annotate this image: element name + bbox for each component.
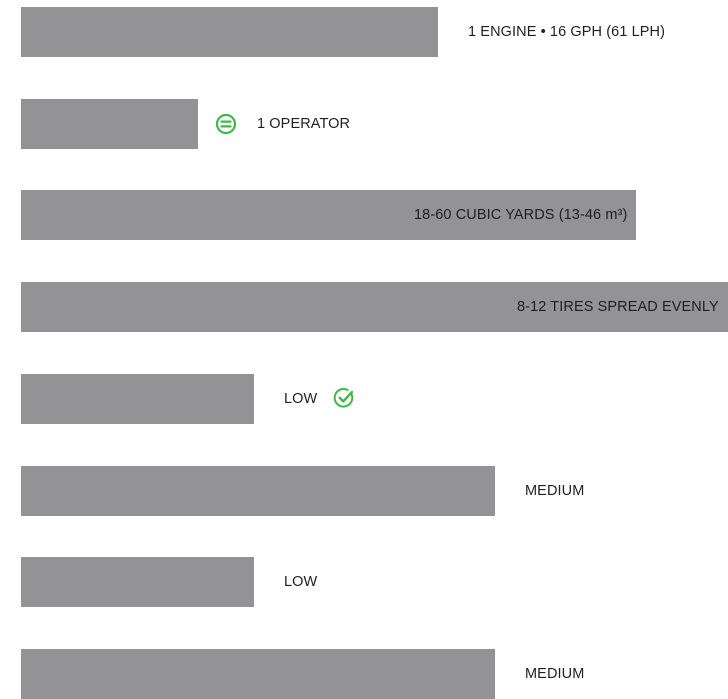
bar-label: 1 OPERATOR xyxy=(257,116,351,132)
bar xyxy=(21,557,254,607)
bar-label: LOW xyxy=(284,391,318,407)
bar xyxy=(21,7,438,57)
chart-row: MEDIUM xyxy=(0,649,728,699)
chart-row: 18-60 CUBIC YARDS (13-46 m³) xyxy=(0,190,728,240)
bar xyxy=(21,649,495,699)
chart-row: LOW xyxy=(0,374,728,424)
bar xyxy=(21,466,495,516)
equals-circle-icon xyxy=(215,113,237,135)
check-circle-icon xyxy=(333,387,355,409)
bar-label: MEDIUM xyxy=(525,666,585,682)
bar-label: LOW xyxy=(284,574,318,590)
bar xyxy=(21,282,728,332)
bar xyxy=(21,190,636,240)
bar-label: 1 ENGINE • 16 GPH (61 LPH) xyxy=(468,24,666,40)
bar xyxy=(21,99,198,149)
bar-label: 8-12 TIRES SPREAD EVENLY xyxy=(517,299,719,315)
chart-row: MEDIUM xyxy=(0,466,728,516)
chart-row: 1 OPERATOR xyxy=(0,99,728,149)
bar-label: 18-60 CUBIC YARDS (13-46 m³) xyxy=(414,207,628,223)
bar-label: MEDIUM xyxy=(525,483,585,499)
chart-row: LOW xyxy=(0,557,728,607)
chart-row: 8-12 TIRES SPREAD EVENLY xyxy=(0,282,728,332)
bar xyxy=(21,374,254,424)
chart-row: 1 ENGINE • 16 GPH (61 LPH) xyxy=(0,7,728,57)
